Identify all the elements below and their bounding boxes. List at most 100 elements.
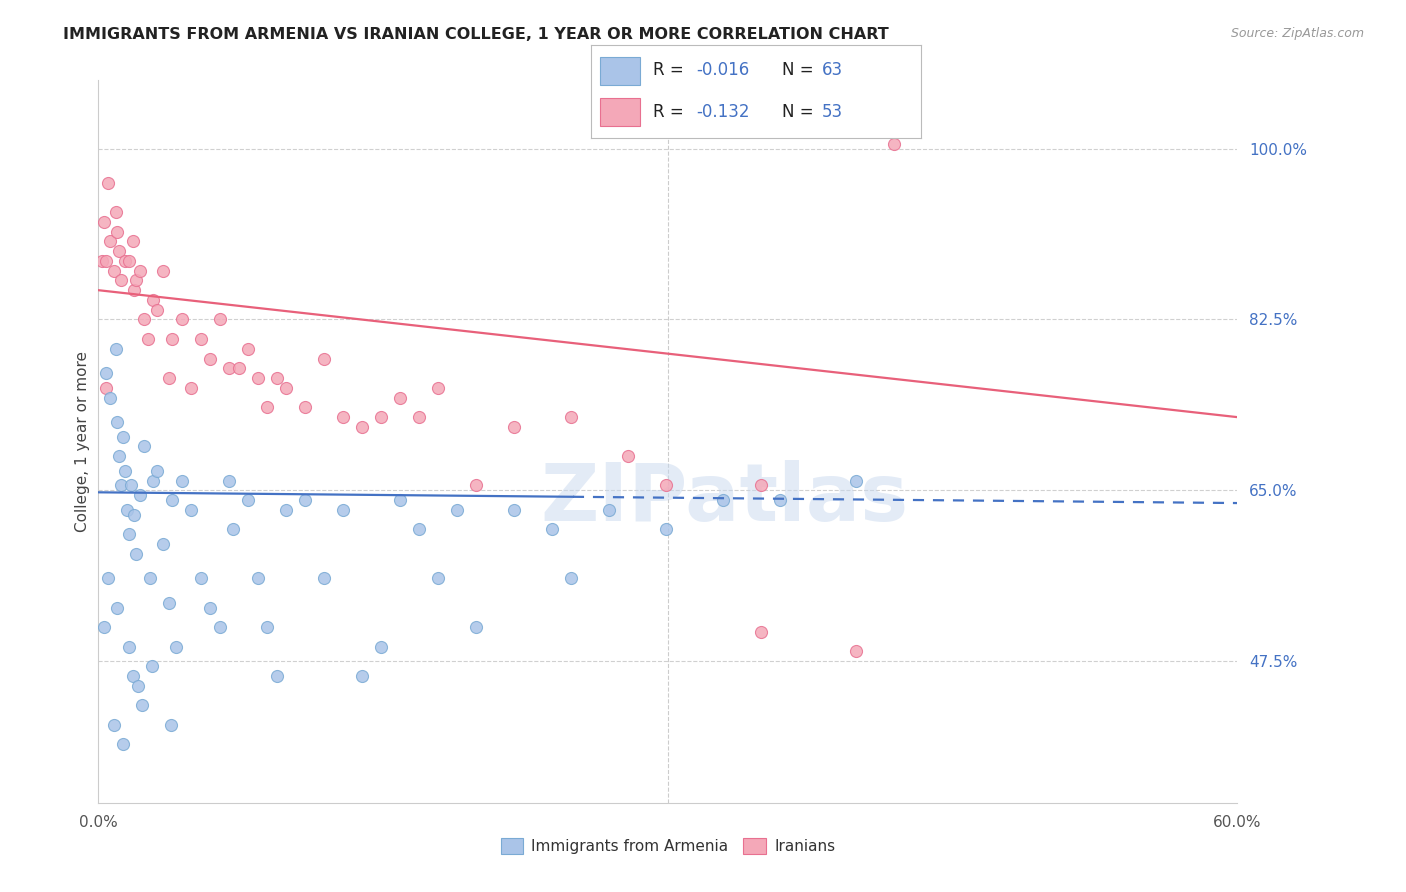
- Text: Source: ZipAtlas.com: Source: ZipAtlas.com: [1230, 27, 1364, 40]
- Legend: Immigrants from Armenia, Iranians: Immigrants from Armenia, Iranians: [495, 832, 841, 860]
- Point: [222, 523, 245, 537]
- Point: [218, 474, 240, 488]
- Point: [142, 293, 165, 307]
- Y-axis label: College, 1 year or more: College, 1 year or more: [75, 351, 90, 532]
- Point: [200, 351, 222, 366]
- Point: [152, 263, 174, 277]
- Point: [711, 493, 734, 508]
- Point: [408, 410, 430, 425]
- Point: [845, 474, 868, 488]
- Point: [94, 253, 117, 268]
- Point: [107, 415, 129, 429]
- Point: [114, 464, 136, 478]
- Text: IMMIGRANTS FROM ARMENIA VS IRANIAN COLLEGE, 1 YEAR OR MORE CORRELATION CHART: IMMIGRANTS FROM ARMENIA VS IRANIAN COLLE…: [63, 27, 889, 42]
- Point: [208, 312, 231, 326]
- Point: [141, 659, 163, 673]
- Point: [146, 464, 169, 478]
- Point: [142, 474, 165, 488]
- Text: -0.016: -0.016: [696, 61, 749, 78]
- Point: [749, 478, 772, 492]
- Point: [389, 493, 412, 508]
- Point: [98, 235, 121, 249]
- Point: [238, 493, 260, 508]
- Point: [370, 410, 392, 425]
- Point: [845, 644, 868, 658]
- Point: [125, 547, 148, 561]
- Point: [91, 253, 114, 268]
- Point: [332, 503, 354, 517]
- Point: [157, 596, 180, 610]
- Point: [560, 571, 582, 585]
- Point: [108, 244, 131, 259]
- Point: [93, 215, 115, 229]
- Point: [165, 640, 187, 654]
- Text: R =: R =: [654, 103, 689, 121]
- Point: [121, 669, 143, 683]
- Point: [465, 478, 488, 492]
- Point: [256, 401, 278, 415]
- Point: [103, 263, 125, 277]
- Point: [352, 669, 374, 683]
- Point: [294, 493, 316, 508]
- Point: [266, 371, 288, 385]
- Point: [125, 273, 148, 287]
- Point: [115, 503, 138, 517]
- Point: [208, 620, 231, 634]
- Point: [256, 620, 278, 634]
- Point: [503, 503, 526, 517]
- Point: [749, 624, 772, 639]
- Point: [180, 503, 202, 517]
- Text: N =: N =: [782, 103, 820, 121]
- Point: [97, 571, 120, 585]
- Point: [427, 571, 450, 585]
- Point: [276, 381, 298, 395]
- Point: [332, 410, 354, 425]
- Point: [883, 136, 905, 151]
- Point: [107, 225, 129, 239]
- Point: [200, 600, 222, 615]
- Point: [276, 503, 298, 517]
- Point: [120, 478, 142, 492]
- Point: [503, 420, 526, 434]
- Point: [314, 571, 336, 585]
- Point: [246, 371, 269, 385]
- Point: [560, 410, 582, 425]
- Point: [121, 235, 143, 249]
- Text: 63: 63: [821, 61, 844, 78]
- Point: [124, 283, 146, 297]
- Point: [118, 640, 141, 654]
- Point: [246, 571, 269, 585]
- Point: [104, 205, 127, 219]
- Text: ZIPatlas: ZIPatlas: [541, 460, 908, 539]
- Point: [465, 620, 488, 634]
- Point: [114, 253, 136, 268]
- Point: [541, 523, 564, 537]
- Point: [162, 493, 184, 508]
- Point: [314, 351, 336, 366]
- Point: [157, 371, 180, 385]
- Point: [598, 503, 620, 517]
- Point: [370, 640, 392, 654]
- Point: [266, 669, 288, 683]
- Point: [118, 253, 141, 268]
- Point: [146, 302, 169, 317]
- Point: [617, 449, 640, 463]
- Point: [129, 488, 152, 502]
- Point: [129, 263, 152, 277]
- Point: [98, 391, 121, 405]
- Point: [655, 523, 678, 537]
- Point: [94, 366, 117, 380]
- Point: [294, 401, 316, 415]
- Point: [132, 439, 155, 453]
- Point: [218, 361, 240, 376]
- Point: [352, 420, 374, 434]
- Point: [124, 508, 146, 522]
- Point: [408, 523, 430, 537]
- Point: [112, 737, 135, 751]
- Point: [190, 571, 212, 585]
- Point: [238, 342, 260, 356]
- Point: [107, 600, 129, 615]
- Text: R =: R =: [654, 61, 689, 78]
- Point: [127, 679, 149, 693]
- Point: [138, 571, 160, 585]
